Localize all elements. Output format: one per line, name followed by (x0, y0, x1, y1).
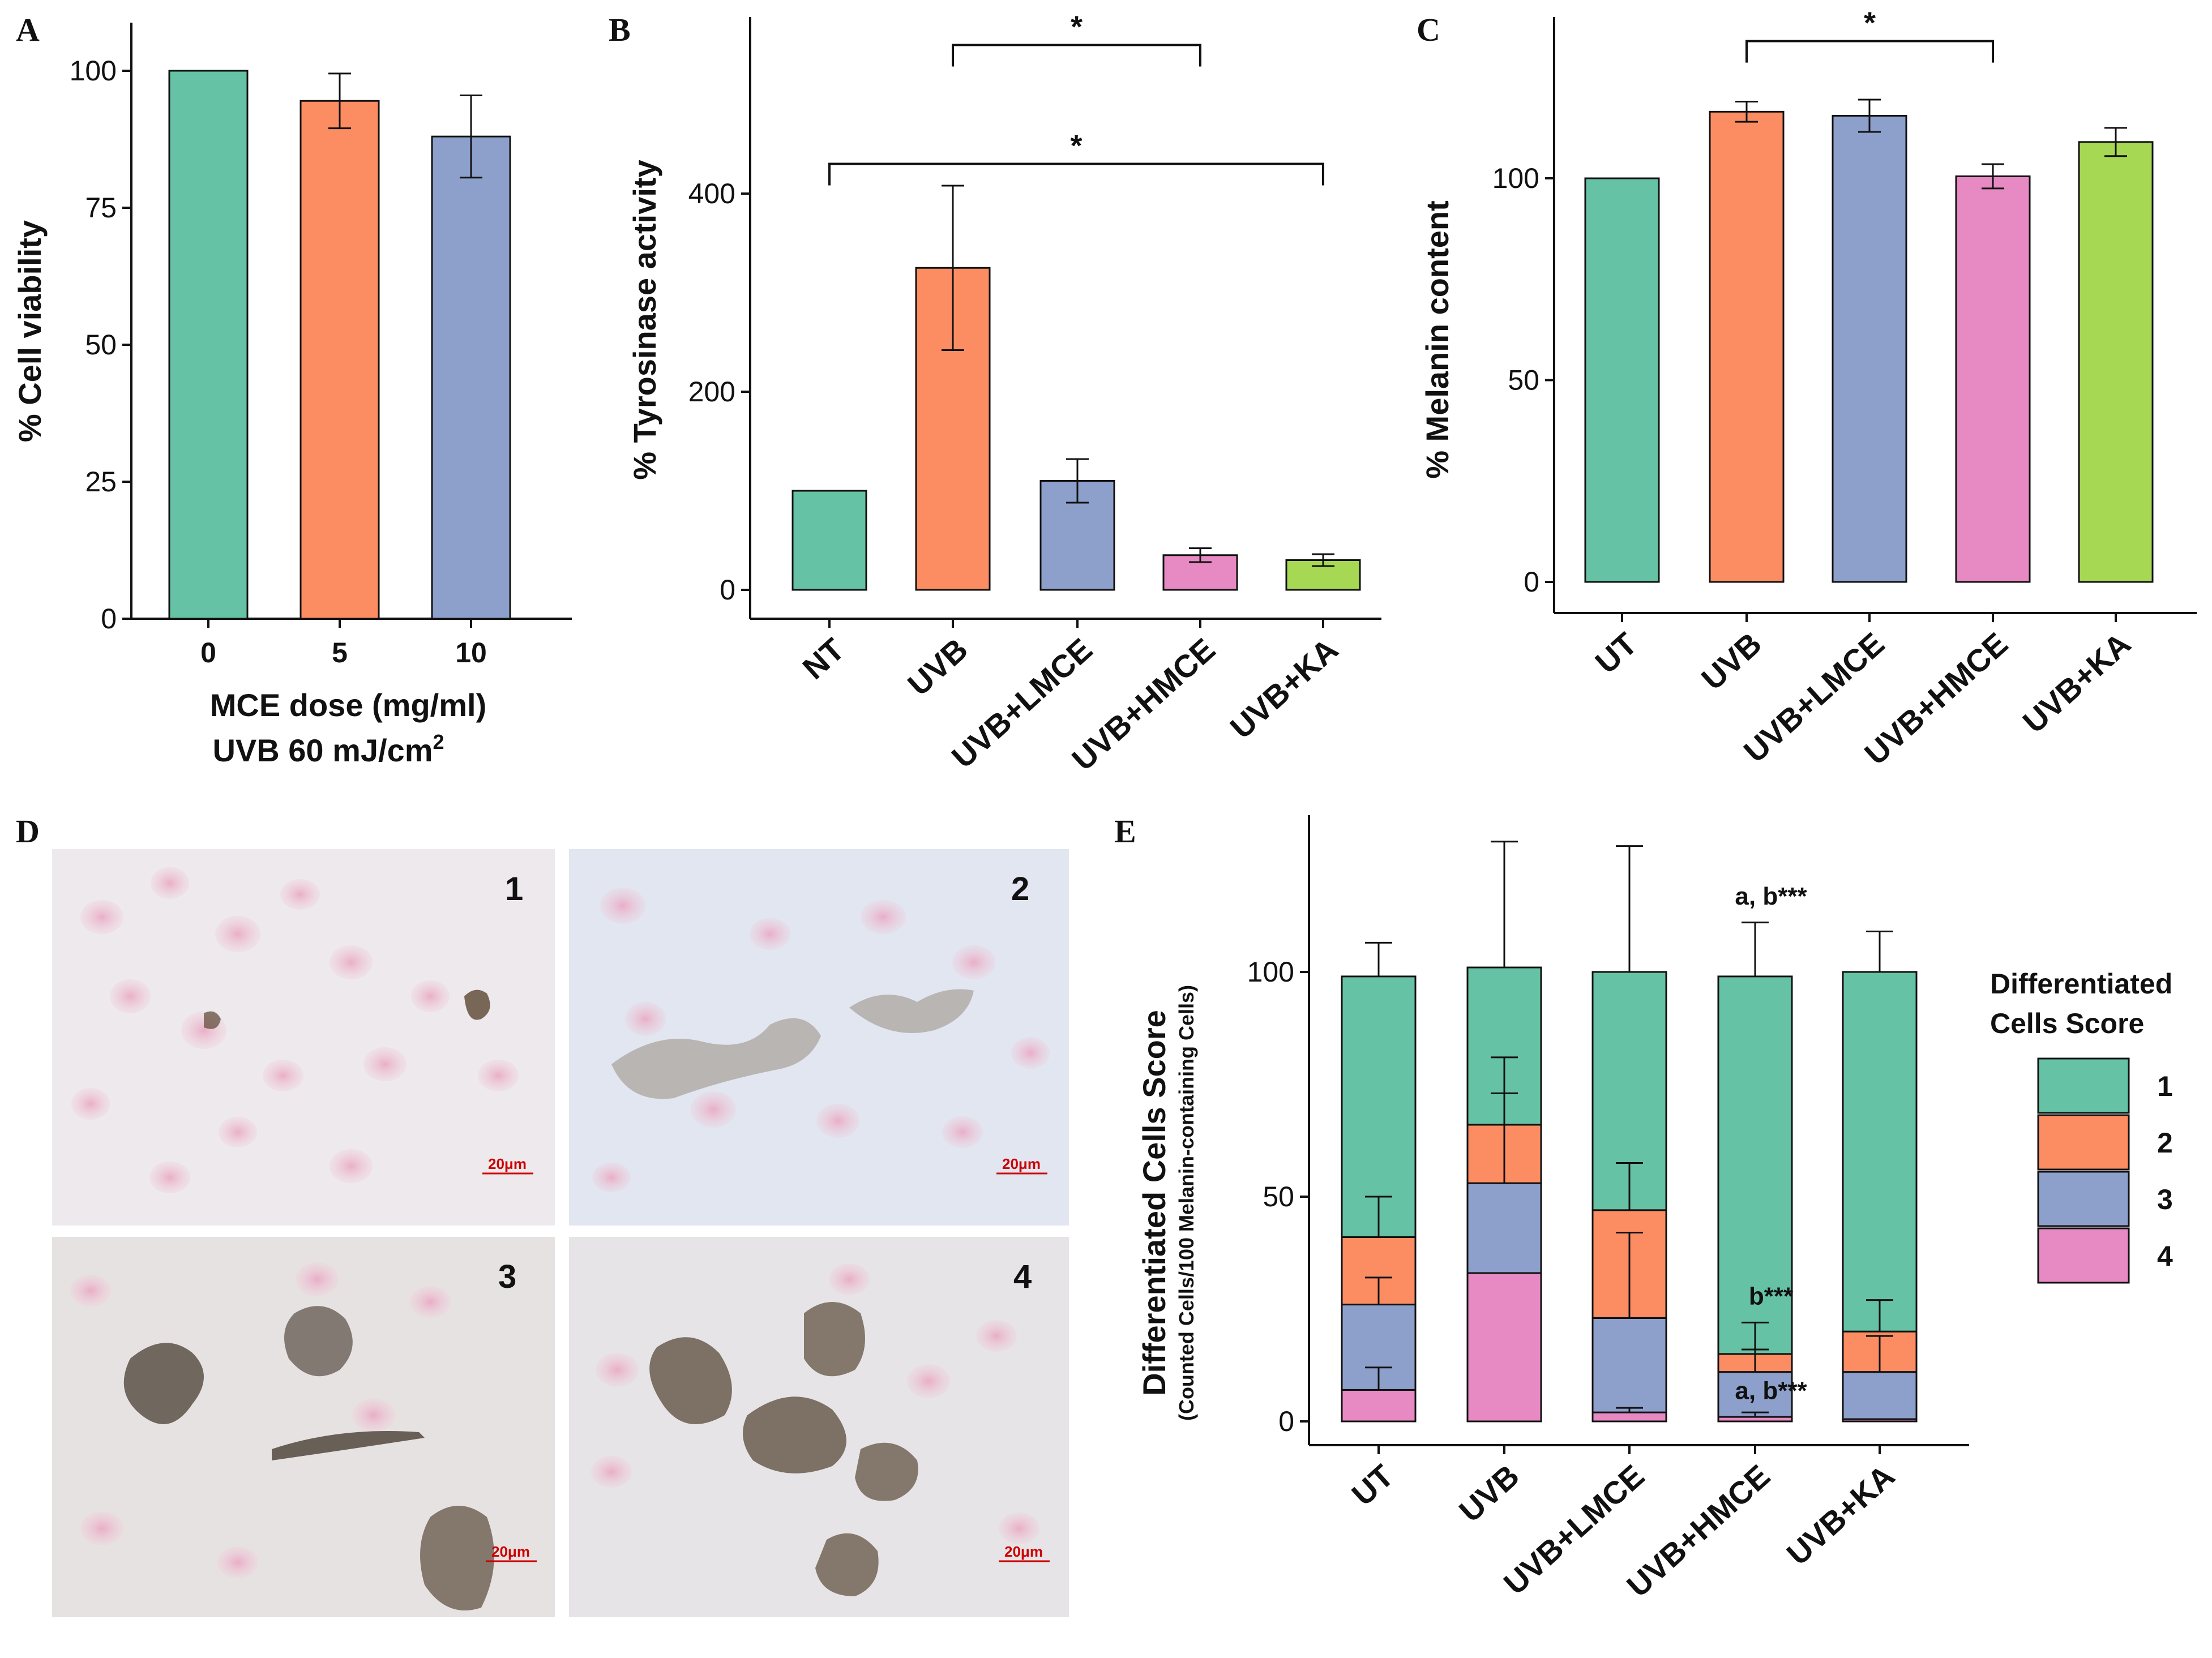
bar-a-5 (300, 100, 380, 620)
micrograph-4-scale: 20μm (1004, 1543, 1043, 1560)
micrograph-1-scale: 20μm (488, 1155, 527, 1172)
significance-bracket-c-0 (1745, 40, 1994, 63)
significance-bracket-b-0 (952, 44, 1201, 67)
annotation-e-1: b*** (1749, 1283, 1794, 1310)
legend-differentiated-cells-score: Differentiated Cells Score 1 2 3 4 (1990, 968, 2173, 1284)
panel-label-b: B (609, 11, 631, 48)
bar-e-UVB+KA-score-3 (1842, 1371, 1918, 1420)
legend-label-1: 1 (2157, 1070, 2173, 1102)
y-axis-title-a: % Cell viability (12, 220, 48, 442)
x-tick-label-b-UVB: UVB (901, 631, 974, 702)
x-tick-label-c-UVB: UVB (1695, 626, 1768, 697)
legend-swatch-4 (2037, 1227, 2130, 1284)
micrograph-2-scale: 20μm (1002, 1155, 1041, 1172)
panel-label-a: A (16, 11, 40, 48)
bar-c-UVB (1709, 110, 1785, 583)
y-tick-label-e-100: 100 (1247, 956, 1294, 988)
panel-label-c: C (1417, 11, 1440, 48)
y-tick-label-b-0: 0 (720, 574, 735, 606)
legend-swatch-3 (2037, 1171, 2130, 1227)
bar-c-UVB+KA (2078, 141, 2154, 583)
bar-e-UVB+LMCE-score-3 (1591, 1317, 1667, 1413)
y-tick-label-e-0: 0 (1278, 1406, 1294, 1437)
legend-title-line2: Cells Score (1990, 1008, 2144, 1039)
y-tick-label-e-50: 50 (1263, 1181, 1294, 1213)
micrograph-4: 4 20μm (569, 1237, 1069, 1617)
panel-label-e: E (1114, 813, 1136, 850)
x-tick-label-c-UT: UT (1588, 626, 1644, 680)
micrograph-3-scale: 20μm (491, 1543, 530, 1560)
micrograph-1-number: 1 (505, 871, 523, 907)
micrograph-4-number: 4 (1013, 1258, 1032, 1295)
bar-c-UT (1584, 177, 1660, 583)
legend-label-3: 3 (2157, 1184, 2173, 1215)
x-axis-title-a: MCE dose (mg/ml) (210, 687, 486, 723)
x-tick-label-c-UVB+KA: UVB+KA (2016, 626, 2137, 740)
x-axis-subtitle-a: UVB 60 mJ/cm2 (212, 730, 444, 768)
x-tick-label-a-10: 10 (455, 637, 487, 669)
y-tick-label-a-50: 50 (85, 329, 117, 361)
bar-e-UVB+LMCE-score-4 (1591, 1411, 1667, 1423)
x-tick-label-b-NT: NT (795, 631, 851, 686)
y-axis-title-e: Differentiated Cells Score (1136, 1010, 1172, 1396)
y-tick-label-c-100: 100 (1492, 162, 1539, 194)
bar-e-UT-score-4 (1341, 1389, 1417, 1423)
annotation-e-0: a, b*** (1735, 882, 1807, 910)
y-tick-label-c-50: 50 (1508, 365, 1539, 396)
significance-label-b-0: * (1071, 10, 1083, 44)
chart-differentiated-cells-score: Differentiated Cells Score (Counted Cell… (1136, 815, 1969, 1604)
chart-cell-viability: % Cell viability MCE dose (mg/ml) UVB 60… (12, 23, 572, 768)
micrograph-1: 1 20μm (52, 849, 555, 1226)
bar-e-UVB+HMCE-score-1 (1717, 975, 1793, 1355)
y-tick-label-a-100: 100 (70, 55, 117, 87)
y-tick-label-b-400: 400 (688, 178, 735, 209)
legend-label-4: 4 (2157, 1240, 2173, 1272)
x-tick-label-a-5: 5 (332, 637, 348, 669)
x-tick-label-e-UT: UT (1345, 1458, 1400, 1513)
y-tick-label-a-25: 25 (85, 466, 117, 498)
legend-title-line1: Differentiated (1990, 968, 2172, 1000)
x-tick-label-e-UVB+KA: UVB+KA (1780, 1458, 1901, 1572)
x-tick-label-e-UVB: UVB (1452, 1458, 1526, 1529)
x-tick-label-a-0: 0 (200, 637, 216, 669)
micrograph-3-number: 3 (498, 1258, 516, 1295)
y-tick-label-c-0: 0 (1524, 566, 1539, 598)
y-axis-subtitle-e: (Counted Cells/100 Melanin-containing Ce… (1175, 985, 1198, 1421)
micrograph-2: 2 20μm (569, 849, 1069, 1226)
bar-c-UVB+LMCE (1832, 114, 1907, 583)
y-axis-title-c: % Melanin content (1419, 200, 1455, 479)
x-tick-label-b-UVB+KA: UVB+KA (1223, 631, 1345, 746)
uvb-dose-label: UVB 60 mJ/cm (212, 732, 433, 768)
micrograph-panel: 1 20μm 2 20μm (52, 849, 1069, 1617)
bar-b-NT (791, 490, 867, 591)
bar-a-10 (431, 135, 511, 620)
micrograph-2-number: 2 (1011, 871, 1029, 907)
significance-label-b-1: * (1070, 129, 1082, 163)
legend-label-2: 2 (2157, 1127, 2173, 1159)
annotation-e-2: a, b*** (1735, 1377, 1807, 1404)
y-tick-label-a-75: 75 (85, 192, 117, 224)
legend-swatch-1 (2037, 1057, 2130, 1114)
panel-label-d: D (16, 813, 40, 850)
bar-a-0 (168, 70, 249, 620)
legend-swatch-2 (2037, 1114, 2130, 1171)
uvb-dose-superscript: 2 (433, 730, 444, 753)
bar-e-UT-score-1 (1341, 975, 1417, 1238)
bar-c-UVB+HMCE (1955, 175, 2031, 583)
significance-label-c-0: * (1864, 6, 1876, 40)
significance-bracket-b-1 (828, 162, 1324, 186)
micrograph-3: 3 20μm (52, 1237, 555, 1617)
y-axis-title-b: % Tyrosinase activity (627, 160, 662, 479)
bar-e-UVB+KA-score-1 (1842, 971, 1918, 1333)
y-tick-label-a-0: 0 (101, 603, 117, 635)
bar-e-UVB-score-4 (1466, 1272, 1542, 1423)
y-tick-label-b-200: 200 (688, 376, 735, 408)
bar-e-UVB-score-3 (1466, 1182, 1542, 1274)
